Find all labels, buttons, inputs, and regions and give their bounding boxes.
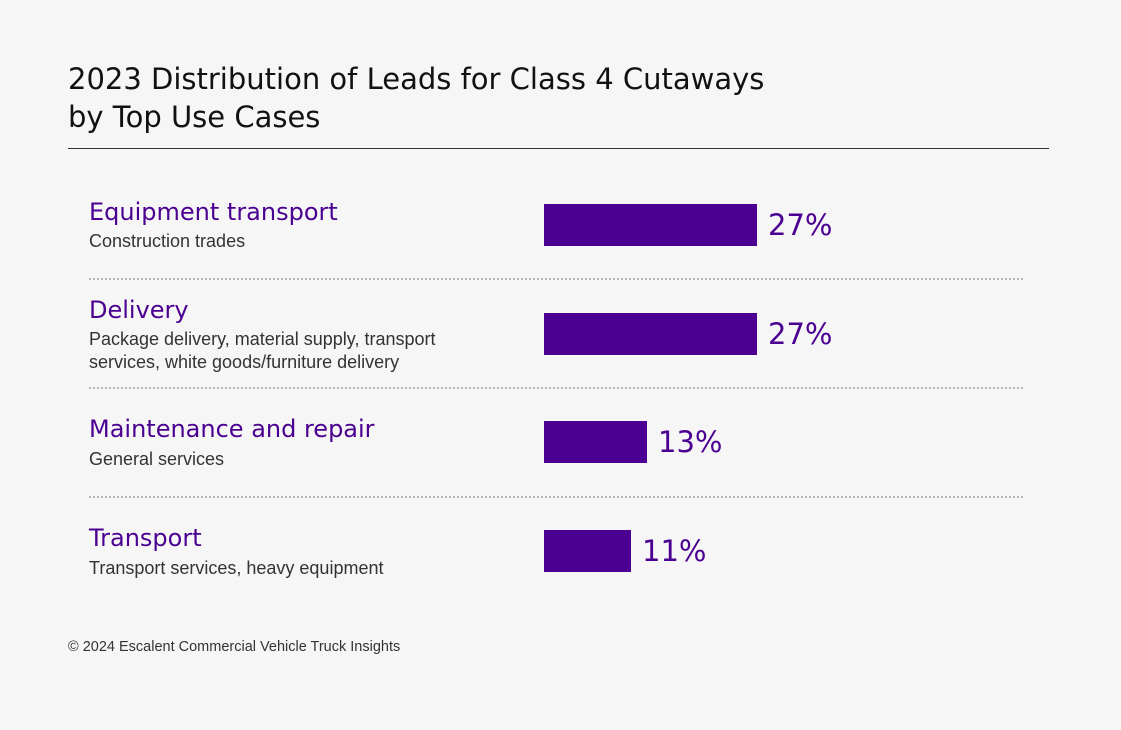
value-label: 27% (768, 208, 833, 242)
bar (544, 204, 757, 246)
category-label: Delivery (89, 296, 189, 324)
value-label: 13% (658, 425, 723, 459)
category-description: General services (89, 449, 225, 469)
value-label: 11% (642, 534, 707, 568)
category-description: Package delivery, material supply, trans… (89, 329, 436, 372)
chart-title-line-1: 2023 Distribution of Leads for Class 4 C… (68, 62, 765, 96)
row-divider (89, 496, 1023, 498)
chart-title-line-2: by Top Use Cases (68, 100, 321, 134)
source-footer: © 2024 Escalent Commercial Vehicle Truck… (68, 639, 401, 655)
bar (544, 530, 631, 572)
bar (544, 421, 647, 463)
title-rule (68, 148, 1049, 149)
row-divider (89, 278, 1023, 280)
value-label: 27% (768, 317, 833, 351)
category-label: Maintenance and repair (89, 415, 375, 443)
bar (544, 313, 757, 355)
chart-title: 2023 Distribution of Leads for Class 4 C… (68, 60, 968, 136)
row-divider (89, 387, 1023, 389)
category-description: Construction trades (89, 231, 246, 251)
category-label: Transport (89, 524, 202, 552)
category-description: Transport services, heavy equipment (89, 558, 384, 578)
category-label: Equipment transport (89, 198, 338, 226)
